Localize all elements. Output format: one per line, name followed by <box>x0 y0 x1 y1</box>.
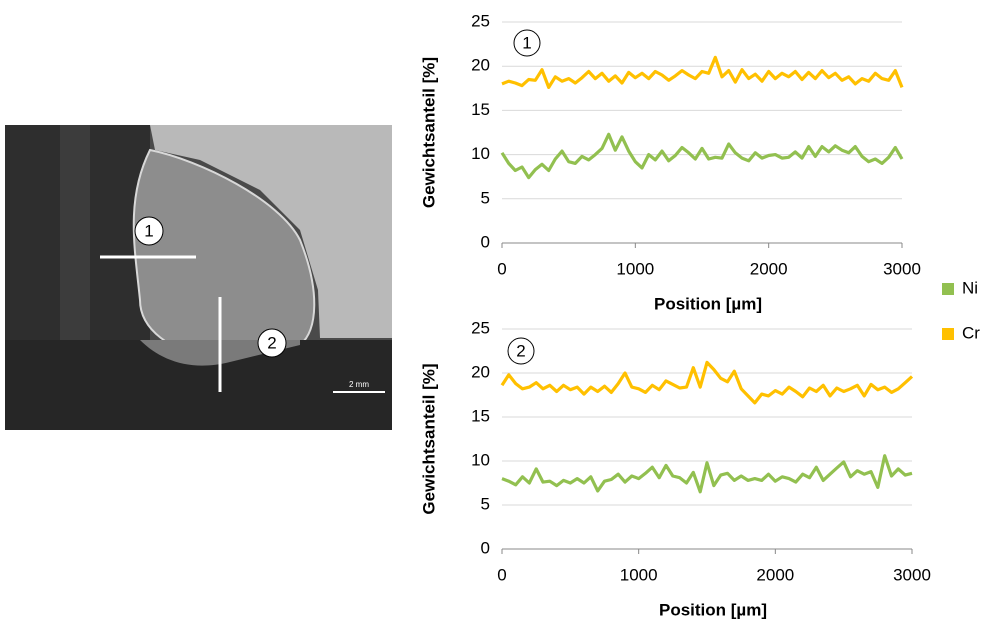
marker-circle <box>257 328 287 358</box>
legend-swatch <box>942 283 954 295</box>
legend-label: Ni <box>962 278 978 297</box>
rod-highlight <box>60 125 90 340</box>
marker-label: 1 <box>144 221 153 240</box>
y-tick-label: 10 <box>471 144 490 163</box>
y-tick-label: 10 <box>471 450 490 469</box>
x-tick-label: 3000 <box>893 565 931 584</box>
x-tick-label: 2000 <box>756 565 794 584</box>
y-tick-label: 0 <box>481 232 490 251</box>
legend-swatch <box>942 328 954 340</box>
annotation: 2 <box>516 341 525 360</box>
x-tick-label: 1000 <box>616 259 654 278</box>
y-tick-label: 20 <box>471 56 490 75</box>
x-tick-label: 0 <box>497 565 506 584</box>
y-tick-label: 0 <box>481 538 490 557</box>
annotation-circle <box>513 29 541 57</box>
x-tick-label: 1000 <box>620 565 658 584</box>
y-tick-label: 15 <box>471 406 490 425</box>
data-line <box>500 360 914 405</box>
plate-surface <box>150 125 392 338</box>
y-axis-title: Gewichtsanteil [%] <box>419 57 438 208</box>
scale-bar-label: 2 mm <box>349 380 369 389</box>
annotation-circle <box>507 337 535 365</box>
annotation: 1 <box>522 33 531 52</box>
x-axis-title: Position [µm] <box>654 294 762 313</box>
x-axis-title: Position [µm] <box>659 600 767 619</box>
micrograph: 1 2 2 mm <box>5 125 392 430</box>
data-line <box>500 132 904 180</box>
y-tick-label: 25 <box>471 318 490 337</box>
y-tick-label: 25 <box>471 11 490 30</box>
y-tick-label: 5 <box>481 494 490 513</box>
legend-label: Cr <box>962 323 980 342</box>
y-tick-label: 5 <box>481 188 490 207</box>
x-tick-label: 2000 <box>750 259 788 278</box>
y-tick-label: 20 <box>471 362 490 381</box>
y-axis-title: Gewichtsanteil [%] <box>419 363 438 514</box>
y-tick-label: 15 <box>471 100 490 119</box>
data-line <box>501 454 913 494</box>
marker-circle <box>134 216 164 246</box>
x-tick-label: 3000 <box>883 259 921 278</box>
marker-label: 2 <box>267 333 276 352</box>
x-tick-label: 0 <box>497 259 506 278</box>
data-line <box>501 55 904 89</box>
